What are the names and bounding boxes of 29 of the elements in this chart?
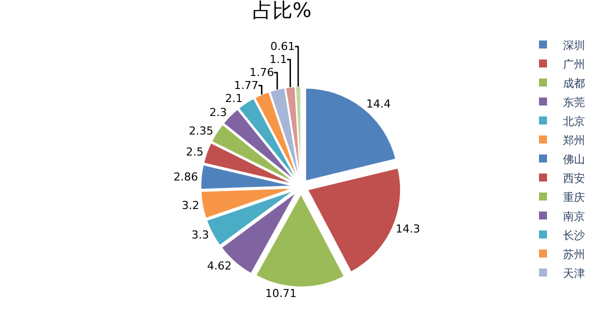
legend-label: 天津 xyxy=(563,266,585,280)
data-label: 3.3 xyxy=(192,228,210,242)
data-label: 2.35 xyxy=(188,124,214,138)
data-label: 10.71 xyxy=(265,286,297,300)
data-label: 1.77 xyxy=(234,79,258,92)
data-label: 14.4 xyxy=(366,97,391,110)
legend-label: 重庆 xyxy=(563,190,585,204)
data-label: 0.61 xyxy=(270,40,295,54)
data-label: 2.86 xyxy=(174,170,198,184)
chart-title: 占比% xyxy=(252,0,312,22)
legend-label: 苏州 xyxy=(563,248,585,261)
legend-label: 深圳 xyxy=(563,38,585,52)
legend-label: 西安 xyxy=(563,172,585,185)
data-label: 2.5 xyxy=(186,146,204,159)
legend-label: 佛山 xyxy=(563,152,585,166)
legend-label: 北京 xyxy=(563,114,585,128)
data-label: 1.76 xyxy=(249,66,274,80)
legend-label: 广州 xyxy=(563,58,585,71)
data-label: 2.1 xyxy=(225,92,243,106)
data-label: 2.3 xyxy=(209,106,227,120)
legend-label: 郑州 xyxy=(563,134,585,147)
data-label: 1.1 xyxy=(270,53,288,66)
legend-label: 长沙 xyxy=(563,228,585,242)
legend-label: 成都 xyxy=(563,76,585,90)
legend-label: 南京 xyxy=(563,210,585,223)
legend-label: 东莞 xyxy=(563,96,585,109)
data-label: 4.62 xyxy=(207,259,232,272)
data-label: 3.2 xyxy=(182,198,200,212)
data-label: 14.3 xyxy=(396,222,420,236)
